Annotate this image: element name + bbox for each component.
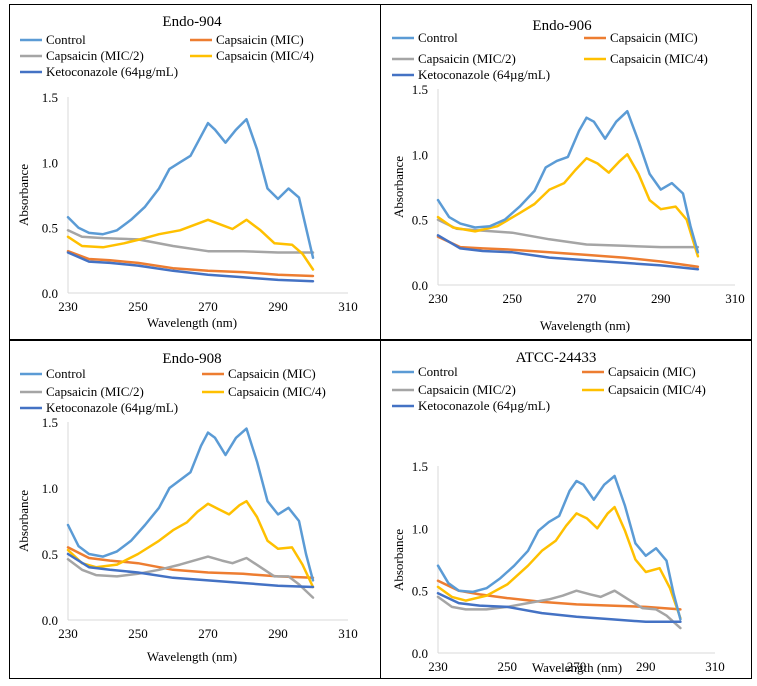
series-line-capsaicin-mic-2 xyxy=(66,555,315,599)
x-tick-label: 270 xyxy=(198,626,218,641)
panel-endo-908 xyxy=(9,340,381,679)
series-line-control xyxy=(436,109,700,254)
chart-title: Endo-908 xyxy=(162,351,221,367)
x-tick-label: 290 xyxy=(651,291,671,306)
series-line-capsaicin-mic xyxy=(436,235,700,268)
x-tick-label: 290 xyxy=(268,626,288,641)
series-line-control xyxy=(66,427,315,582)
y-tick-label: 1.5 xyxy=(412,82,428,97)
y-tick-label: 1.5 xyxy=(412,459,428,474)
series-line-capsaicin-mic-4 xyxy=(66,499,315,589)
legend-entry: Ketoconazole (64µg/mL) xyxy=(46,64,178,79)
y-tick-label: 1.0 xyxy=(42,155,58,170)
y-axis-label: Absorbance xyxy=(391,156,406,218)
legend-entry: Control xyxy=(46,32,86,47)
chart-title: ATCC-24433 xyxy=(516,350,597,366)
chart-1: Endo-906 Control Capsaicin (MIC) Capsaicin … xyxy=(391,18,745,333)
y-tick-label: 1.0 xyxy=(42,481,58,496)
legend-entry: Capsaicin (MIC/2) xyxy=(418,51,516,66)
x-tick-label: 270 xyxy=(198,299,218,314)
series-line-capsaicin-mic-4 xyxy=(436,153,700,258)
legend-entry: Capsaicin (MIC/2) xyxy=(418,382,516,397)
y-tick-label: 0.0 xyxy=(42,613,58,628)
x-tick-label: 250 xyxy=(128,626,148,641)
legend-entry: Capsaicin (MIC) xyxy=(216,32,304,47)
legend-entry: Ketoconazole (64µg/mL) xyxy=(418,67,550,82)
legend-entry: Capsaicin (MIC) xyxy=(610,30,698,45)
series-line-ketoconazole-64-g-ml xyxy=(66,251,315,283)
y-tick-label: 1.0 xyxy=(412,521,428,536)
chart-3: ATCC-24433 Control Capsaicin (MIC) Capsaici… xyxy=(391,350,725,675)
x-tick-label: 250 xyxy=(498,659,518,674)
legend-entry: Capsaicin (MIC) xyxy=(228,366,316,381)
x-tick-label: 270 xyxy=(567,659,587,674)
series-line-capsaicin-mic-2 xyxy=(66,229,315,254)
x-tick-label: 270 xyxy=(577,291,597,306)
legend-entry: Control xyxy=(418,30,458,45)
legend-entry: Capsaicin (MIC/2) xyxy=(46,48,144,63)
legend-entry: Capsaicin (MIC/4) xyxy=(608,382,706,397)
x-tick-label: 230 xyxy=(58,626,78,641)
x-axis-label: Wavelength (nm) xyxy=(147,649,237,664)
series-line-capsaicin-mic xyxy=(66,546,315,580)
legend-entry: Capsaicin (MIC/2) xyxy=(46,384,144,399)
y-tick-label: 0.5 xyxy=(412,213,428,228)
panel-atcc-24433 xyxy=(380,340,752,679)
legend-entry: Ketoconazole (64µg/mL) xyxy=(418,398,550,413)
x-tick-label: 310 xyxy=(705,659,725,674)
y-tick-label: 1.5 xyxy=(42,415,58,430)
x-axis-label: Wavelength (nm) xyxy=(532,660,622,675)
series-line-capsaicin-mic-4 xyxy=(436,505,682,620)
x-tick-label: 310 xyxy=(725,291,745,306)
x-axis-label: Wavelength (nm) xyxy=(540,318,630,333)
panel-endo-904 xyxy=(9,4,381,340)
x-tick-label: 290 xyxy=(636,659,656,674)
legend-entry: Ketoconazole (64µg/mL) xyxy=(46,400,178,415)
x-tick-label: 230 xyxy=(428,291,448,306)
series-line-capsaicin-mic-4 xyxy=(66,218,315,271)
x-tick-label: 290 xyxy=(268,299,288,314)
series-line-control xyxy=(436,474,682,621)
chart-title: Endo-904 xyxy=(162,14,222,30)
y-axis-label: Absorbance xyxy=(16,490,31,552)
x-tick-label: 310 xyxy=(338,299,358,314)
legend-entry: Capsaicin (MIC/4) xyxy=(228,384,326,399)
chart-2: Endo-908 Control Capsaicin (MIC) Capsaicin … xyxy=(16,351,358,664)
y-tick-label: 0.5 xyxy=(42,547,58,562)
series-line-capsaicin-mic-2 xyxy=(436,589,682,630)
legend-entry: Control xyxy=(46,366,86,381)
y-tick-label: 1.5 xyxy=(42,90,58,105)
legend-entry: Capsaicin (MIC) xyxy=(608,364,696,379)
series-line-capsaicin-mic xyxy=(66,249,315,278)
series-line-control xyxy=(66,117,315,259)
legend-entry: Capsaicin (MIC/4) xyxy=(216,48,314,63)
y-tick-label: 0.5 xyxy=(412,584,428,599)
y-tick-label: 0.0 xyxy=(412,278,428,293)
x-tick-label: 230 xyxy=(428,659,448,674)
series-line-capsaicin-mic-2 xyxy=(436,218,700,249)
series-line-ketoconazole-64-g-ml xyxy=(436,234,700,271)
series-line-ketoconazole-64-g-ml xyxy=(66,552,315,589)
series-line-ketoconazole-64-g-ml xyxy=(436,591,682,624)
legend-entry: Control xyxy=(418,364,458,379)
legend-entry: Capsaicin (MIC/4) xyxy=(610,51,708,66)
y-axis-label: Absorbance xyxy=(391,529,406,591)
x-axis-label: Wavelength (nm) xyxy=(147,315,237,330)
y-axis-label: Absorbance xyxy=(16,164,31,226)
y-tick-label: 0.0 xyxy=(412,646,428,661)
y-tick-label: 0.0 xyxy=(42,286,58,301)
x-tick-label: 230 xyxy=(58,299,78,314)
x-tick-label: 250 xyxy=(128,299,148,314)
chart-title: Endo-906 xyxy=(532,18,592,34)
y-tick-label: 1.0 xyxy=(412,147,428,162)
panel-endo-906 xyxy=(380,4,752,340)
x-tick-label: 310 xyxy=(338,626,358,641)
y-tick-label: 0.5 xyxy=(42,221,58,236)
x-tick-label: 250 xyxy=(503,291,523,306)
